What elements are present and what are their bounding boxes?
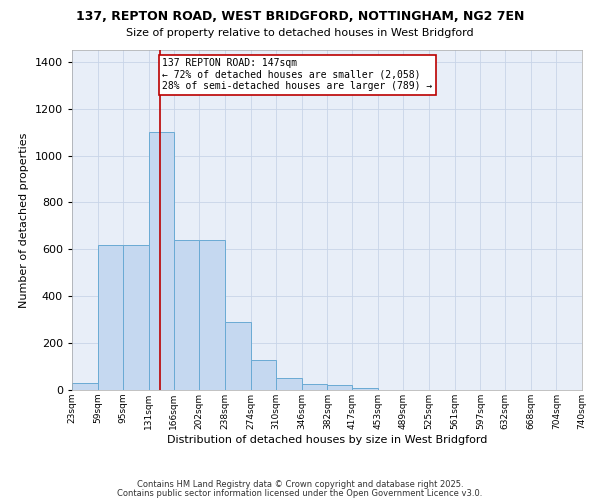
Bar <box>72 383 98 390</box>
Bar <box>174 240 199 390</box>
Y-axis label: Number of detached properties: Number of detached properties <box>19 132 29 308</box>
Bar <box>276 378 302 390</box>
Bar <box>251 360 276 390</box>
Text: 137 REPTON ROAD: 147sqm
← 72% of detached houses are smaller (2,058)
28% of semi: 137 REPTON ROAD: 147sqm ← 72% of detache… <box>163 58 433 92</box>
X-axis label: Distribution of detached houses by size in West Bridgford: Distribution of detached houses by size … <box>167 434 487 444</box>
Bar <box>98 244 123 390</box>
Text: 137, REPTON ROAD, WEST BRIDGFORD, NOTTINGHAM, NG2 7EN: 137, REPTON ROAD, WEST BRIDGFORD, NOTTIN… <box>76 10 524 23</box>
Bar <box>302 384 328 390</box>
Bar <box>123 244 149 390</box>
Bar <box>199 240 225 390</box>
Text: Contains public sector information licensed under the Open Government Licence v3: Contains public sector information licen… <box>118 488 482 498</box>
Bar <box>328 386 352 390</box>
Bar <box>225 322 251 390</box>
Bar <box>149 132 174 390</box>
Text: Size of property relative to detached houses in West Bridgford: Size of property relative to detached ho… <box>126 28 474 38</box>
Text: Contains HM Land Registry data © Crown copyright and database right 2025.: Contains HM Land Registry data © Crown c… <box>137 480 463 489</box>
Bar <box>352 388 378 390</box>
